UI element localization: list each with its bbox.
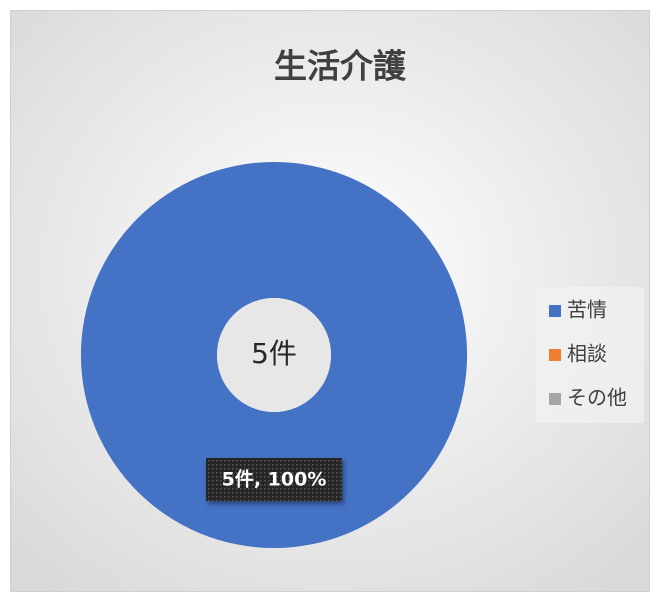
legend-swatch (549, 393, 561, 405)
legend-label: 苦情 (567, 298, 607, 322)
legend-swatch (549, 349, 561, 361)
donut-slice (80, 161, 468, 548)
data-label-group: 5件, 100% (206, 458, 342, 501)
legend-swatch (549, 305, 561, 317)
chart-title: 生活介護 (274, 47, 407, 86)
legend-label: 相談 (567, 342, 607, 366)
center-label: 5件 (251, 337, 297, 370)
data-label: 5件, 100% (222, 468, 327, 491)
legend-label: その他 (567, 386, 627, 410)
data-label-box (206, 458, 342, 501)
donut-hole (217, 298, 331, 412)
